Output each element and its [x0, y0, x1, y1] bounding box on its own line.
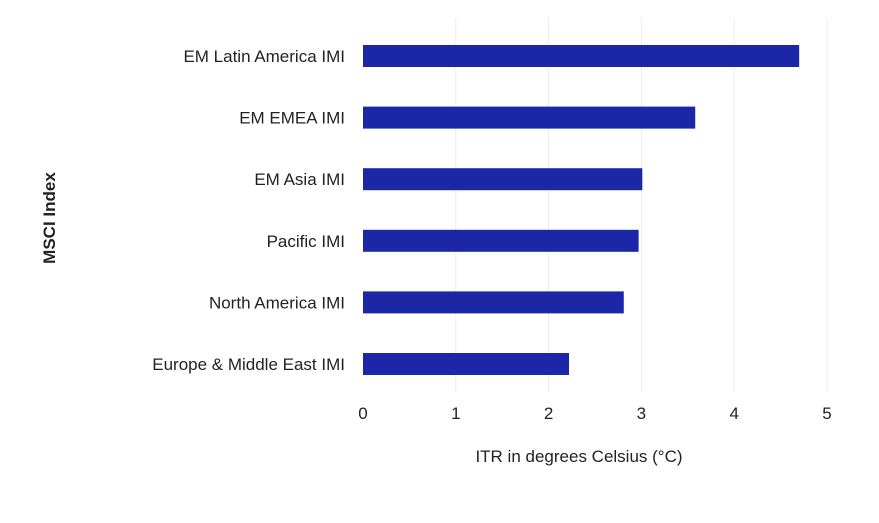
category-label: EM EMEA IMI — [239, 109, 345, 128]
bar — [363, 106, 696, 129]
x-tick-label: 5 — [822, 404, 831, 423]
bar — [363, 168, 643, 191]
x-axis-title: ITR in degrees Celsius (°C) — [475, 447, 682, 466]
category-label: EM Latin America IMI — [183, 47, 345, 66]
bar — [363, 45, 800, 67]
bar — [363, 291, 624, 314]
x-tick-label: 1 — [451, 404, 460, 423]
x-tick-label: 3 — [637, 404, 646, 423]
category-label: Europe & Middle East IMI — [152, 355, 345, 374]
x-tick-labels: 0 1 2 3 4 5 — [358, 404, 831, 423]
category-label: North America IMI — [209, 293, 345, 312]
bar — [363, 353, 570, 375]
bar — [363, 229, 639, 252]
bars — [363, 45, 800, 375]
category-label: Pacific IMI — [267, 232, 345, 251]
x-tick-label: 0 — [358, 404, 367, 423]
y-axis-title: MSCI Index — [40, 172, 59, 264]
x-tick-label: 2 — [544, 404, 553, 423]
x-tick-label: 4 — [729, 404, 738, 423]
category-label: EM Asia IMI — [254, 170, 345, 189]
category-labels: EM Latin America IMI EM EMEA IMI EM Asia I… — [152, 47, 345, 374]
gridlines — [455, 18, 828, 392]
